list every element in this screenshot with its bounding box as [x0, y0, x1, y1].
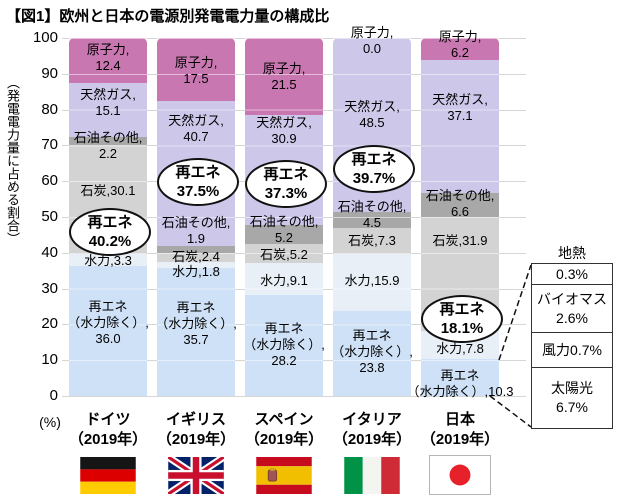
renewable-share-annotation: 再エネ 37.5% [157, 158, 239, 206]
country-label-uk: イギリス （2019年） [136, 410, 256, 450]
breakdown-row: バイオマス 2.6% [532, 284, 612, 332]
bar-segment-再エネ（水力除く） [157, 268, 235, 396]
annotation-line: 18.1% [440, 320, 484, 337]
bar-segment-原子力 [157, 38, 235, 101]
country-label-spain: スペイン （2019年） [224, 410, 344, 450]
bar-segment-石炭 [157, 253, 235, 262]
gridline-0 [62, 396, 526, 397]
annotation-line: 37.5% [176, 183, 220, 200]
flag-spain [256, 457, 312, 494]
bar-segment-天然ガス [421, 60, 499, 194]
bar-segment-原子力 [421, 38, 499, 61]
bar-segment-石油その他 [69, 137, 147, 146]
country-name: 日本 [444, 411, 475, 428]
y-axis-label: （発電電力量に占める割合） [5, 76, 20, 245]
breakdown-row-line: 0.3% [556, 265, 588, 282]
breakdown-row-line: バイオマス [537, 290, 607, 307]
annotation-line: 再エネ [439, 301, 485, 318]
y-tick-90: 90 [41, 64, 58, 82]
annotation-line: 再エネ [351, 151, 397, 168]
bar-segment-水力 [245, 262, 323, 296]
y-tick-10: 10 [41, 351, 58, 369]
geothermal-label: 地熱 [558, 245, 586, 261]
renewable-share-annotation: 再エネ 18.1% [421, 295, 503, 343]
y-tick-30: 30 [41, 279, 58, 297]
country-label-italy: イタリア （2019年） [312, 410, 432, 450]
annotation-line: 再エネ [263, 166, 309, 183]
country-name: スペイン [254, 411, 314, 428]
breakdown-row-line: 太陽光 [551, 379, 593, 396]
annotation-line: 39.7% [352, 170, 396, 187]
flag-uk [168, 457, 224, 494]
y-axis-unit: (%) [39, 414, 61, 430]
bar-segment-石油その他 [421, 193, 499, 217]
annotation-line: 37.3% [264, 185, 308, 202]
country-year: （2019年） [244, 431, 324, 448]
country-year: （2019年） [332, 431, 412, 448]
renewable-share-annotation: 再エネ 37.3% [245, 160, 327, 208]
chart-title: 【図1】欧州と日本の電源別発電電力量の構成比 [6, 8, 330, 25]
bar-segment-再エネ（水力除く） [245, 295, 323, 396]
flag-japan [429, 455, 491, 495]
flag-germany [80, 457, 136, 494]
bar-segment-再エネ（水力除く） [333, 310, 411, 396]
japan-renewables-breakdown-box: 0.3% バイオマス 2.6% 風力0.7% 太陽光 6.7% [531, 263, 613, 429]
y-tick-60: 60 [41, 172, 58, 190]
country-year: （2019年） [156, 431, 236, 448]
renewable-share-annotation: 再エネ 40.2% [69, 208, 151, 256]
annotation-line: 再エネ [175, 164, 221, 181]
renewable-share-annotation: 再エネ 39.7% [333, 145, 415, 193]
breakdown-row-line: 6.7% [556, 398, 588, 415]
y-tick-100: 100 [32, 29, 58, 46]
bar-segment-再エネ（水力除く） [69, 265, 147, 396]
breakdown-row-line: 風力0.7% [542, 341, 602, 358]
annotation-line: 再エネ [87, 214, 133, 231]
bar-segment-石油その他 [333, 211, 411, 228]
breakdown-row: 太陽光 6.7% [532, 367, 612, 427]
country-name: イタリア [342, 411, 402, 428]
bar-segment-再エネ（水力除く） [421, 359, 499, 396]
y-tick-80: 80 [41, 100, 58, 118]
bar-segment-石炭 [333, 227, 411, 254]
leader-line-top [498, 264, 532, 361]
bar-segment-原子力 [245, 38, 323, 115]
country-year: （2019年） [420, 431, 500, 448]
bar-italy [333, 38, 411, 396]
country-name: イギリス [165, 411, 226, 428]
y-tick-20: 20 [41, 315, 58, 333]
bar-segment-水力 [333, 253, 411, 311]
y-tick-70: 70 [41, 136, 58, 154]
country-label-germany: ドイツ （2019年） [48, 410, 168, 450]
bar-segment-天然ガス [69, 82, 147, 138]
y-tick-40: 40 [41, 243, 58, 261]
country-label-japan: 日本 （2019年） [400, 410, 520, 450]
flag-italy [344, 457, 400, 494]
country-name: ドイツ [85, 411, 131, 428]
country-year: （2019年） [68, 431, 148, 448]
bar-segment-原子力 [69, 38, 147, 83]
bar-spain [245, 38, 323, 396]
bar-uk [157, 38, 235, 396]
bar-segment-石油その他 [157, 246, 235, 254]
annotation-line: 40.2% [88, 233, 132, 250]
breakdown-row: 風力0.7% [532, 332, 612, 367]
y-tick-0: 0 [49, 387, 58, 404]
y-tick-50: 50 [41, 208, 58, 225]
bar-segment-石炭 [245, 243, 323, 263]
breakdown-row: 0.3% [532, 264, 612, 284]
bar-segment-石油その他 [245, 225, 323, 244]
breakdown-row-line: 2.6% [556, 309, 588, 326]
